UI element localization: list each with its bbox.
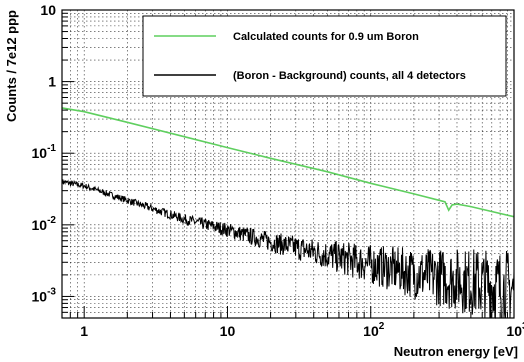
y-tick-label: 10 xyxy=(40,2,56,18)
data-series xyxy=(61,107,515,319)
y-tick-label: 10-1 xyxy=(32,143,57,161)
x-axis-title: Neutron energy [eV] xyxy=(394,344,518,359)
legend-box xyxy=(142,15,507,97)
y-tick-label: 10-2 xyxy=(32,215,57,233)
legend-label-calculated: Calculated counts for 0.9 um Boron xyxy=(233,31,419,43)
y-axis-title: Counts / 7e12 ppp xyxy=(4,10,19,122)
y-tick-label: 1 xyxy=(48,74,56,90)
x-tick-label: 102 xyxy=(363,321,385,339)
series-line-measured xyxy=(61,179,515,319)
x-tick-label: 1 xyxy=(80,323,88,339)
legend: Calculated counts for 0.9 um Boron (Boro… xyxy=(142,15,507,97)
x-tick-label: 10 xyxy=(220,323,236,339)
axis-ticks: 1 10 102 103 10-3 10-2 10-1 1 10 xyxy=(32,2,524,339)
legend-label-measured: (Boron - Background) counts, all 4 detec… xyxy=(233,70,466,82)
y-tick-label: 10-3 xyxy=(32,286,57,304)
series-line-calculated xyxy=(61,107,515,218)
x-tick-label: 103 xyxy=(506,321,524,339)
